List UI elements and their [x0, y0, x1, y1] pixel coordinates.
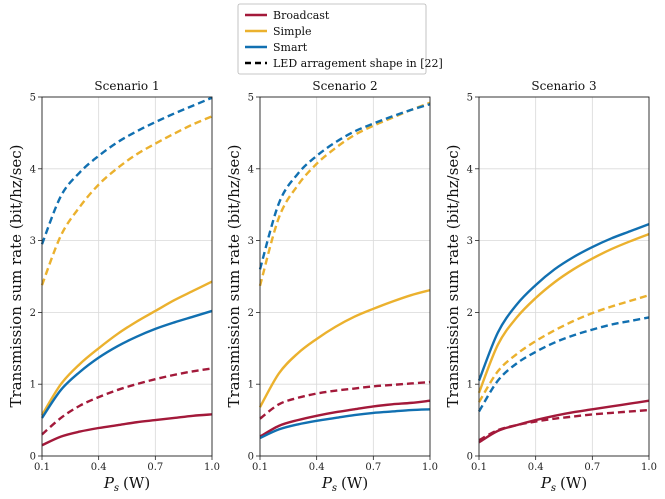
series-line-simple-led-arrangement-22 — [258, 101, 431, 287]
series-line-broadcast — [41, 413, 213, 447]
x-axis-title: Ps (W) — [540, 474, 587, 494]
y-axis-title: Transmission sum rate (bit/hz/sec) — [225, 144, 243, 407]
series-line-smart-led-arrangement-22 — [477, 316, 650, 413]
series-line-simple — [258, 288, 431, 408]
y-tick-label: 3 — [248, 236, 254, 247]
x-tick-label: 0.1 — [34, 462, 50, 473]
series-line-smart — [259, 408, 431, 440]
y-axis-title: Transmission sum rate (bit/hz/sec) — [444, 144, 462, 407]
y-tick-label: 4 — [248, 164, 254, 175]
y-tick-label: 3 — [30, 236, 36, 247]
x-tick-label: 1.0 — [204, 462, 220, 473]
series-line-broadcast — [478, 399, 650, 444]
series-line-smart-led-arrangement-22 — [258, 103, 431, 270]
series-line-broadcast-led-arrangement-22 — [478, 408, 650, 442]
x-tick-label: 0.4 — [309, 462, 325, 473]
series-line-smart — [41, 309, 213, 419]
legend-label-broadcast: Broadcast — [273, 9, 330, 22]
x-tick-label: 1.0 — [641, 462, 657, 473]
panel-scenario-3: Scenario 3 0 1 2 3 4 5 0.1 0.4 0.7 1.0 Transmissi… — [444, 79, 657, 494]
x-tick-label: 0.7 — [147, 462, 163, 473]
legend-label-simple: Simple — [273, 25, 312, 38]
y-tick-label: 0 — [248, 452, 254, 463]
y-tick-label: 5 — [30, 93, 36, 104]
x-tick-label: 0.4 — [91, 462, 107, 473]
panel-title: Scenario 1 — [94, 79, 159, 93]
panel-scenario-2: Scenario 2 0 1 2 3 4 5 0.1 0.4 0.7 1.0 Transmissi… — [225, 79, 438, 494]
y-tick-label: 4 — [30, 164, 36, 175]
series-line-smart-led-arrangement-22 — [40, 96, 213, 245]
legend: Broadcast Simple Smart LED arragement sh… — [237, 3, 443, 75]
y-tick-label: 2 — [467, 308, 473, 319]
y-tick-label: 5 — [248, 93, 254, 104]
y-tick-label: 0 — [30, 452, 36, 463]
x-axis-title: Ps (W) — [321, 474, 368, 494]
panel-title: Scenario 2 — [312, 79, 377, 93]
plot-frame — [259, 96, 431, 457]
panel-title: Scenario 3 — [531, 79, 596, 93]
y-tick-label: 0 — [467, 452, 473, 463]
legend-label-led-arrangement: LED arragement shape in [22] — [273, 57, 443, 70]
series-line-simple-led-arrangement-22 — [477, 294, 650, 403]
y-tick-label: 1 — [30, 380, 36, 391]
y-tick-label: 4 — [467, 164, 473, 175]
panel-scenario-1: Scenario 1 0 1 2 3 4 5 0.1 0.4 0.7 1.0 Transmissi… — [7, 79, 220, 494]
x-tick-label: 0.7 — [365, 462, 381, 473]
series-line-broadcast-led-arrangement-22 — [259, 380, 431, 420]
y-tick-label: 3 — [467, 236, 473, 247]
y-axis-title: Transmission sum rate (bit/hz/sec) — [7, 144, 25, 407]
y-tick-label: 1 — [248, 380, 254, 391]
series-line-smart — [477, 222, 650, 382]
series-line-broadcast — [259, 399, 431, 438]
y-tick-label: 5 — [467, 93, 473, 104]
series-line-simple-led-arrangement-22 — [40, 115, 213, 286]
plot-frame — [478, 96, 650, 457]
series-line-broadcast-led-arrangement-22 — [41, 367, 213, 436]
series-line-simple — [40, 280, 213, 416]
legend-frame — [237, 3, 427, 75]
x-tick-label: 0.7 — [584, 462, 600, 473]
y-tick-label: 2 — [248, 308, 254, 319]
series-line-simple — [477, 233, 650, 394]
x-tick-label: 0.4 — [528, 462, 544, 473]
legend-label-smart: Smart — [273, 41, 308, 54]
plot-frame — [41, 96, 213, 457]
x-tick-label: 1.0 — [422, 462, 438, 473]
y-tick-label: 1 — [467, 380, 473, 391]
x-axis-title: Ps (W) — [103, 474, 150, 494]
x-tick-label: 0.1 — [471, 462, 487, 473]
x-tick-label: 0.1 — [252, 462, 268, 473]
y-tick-label: 2 — [30, 308, 36, 319]
